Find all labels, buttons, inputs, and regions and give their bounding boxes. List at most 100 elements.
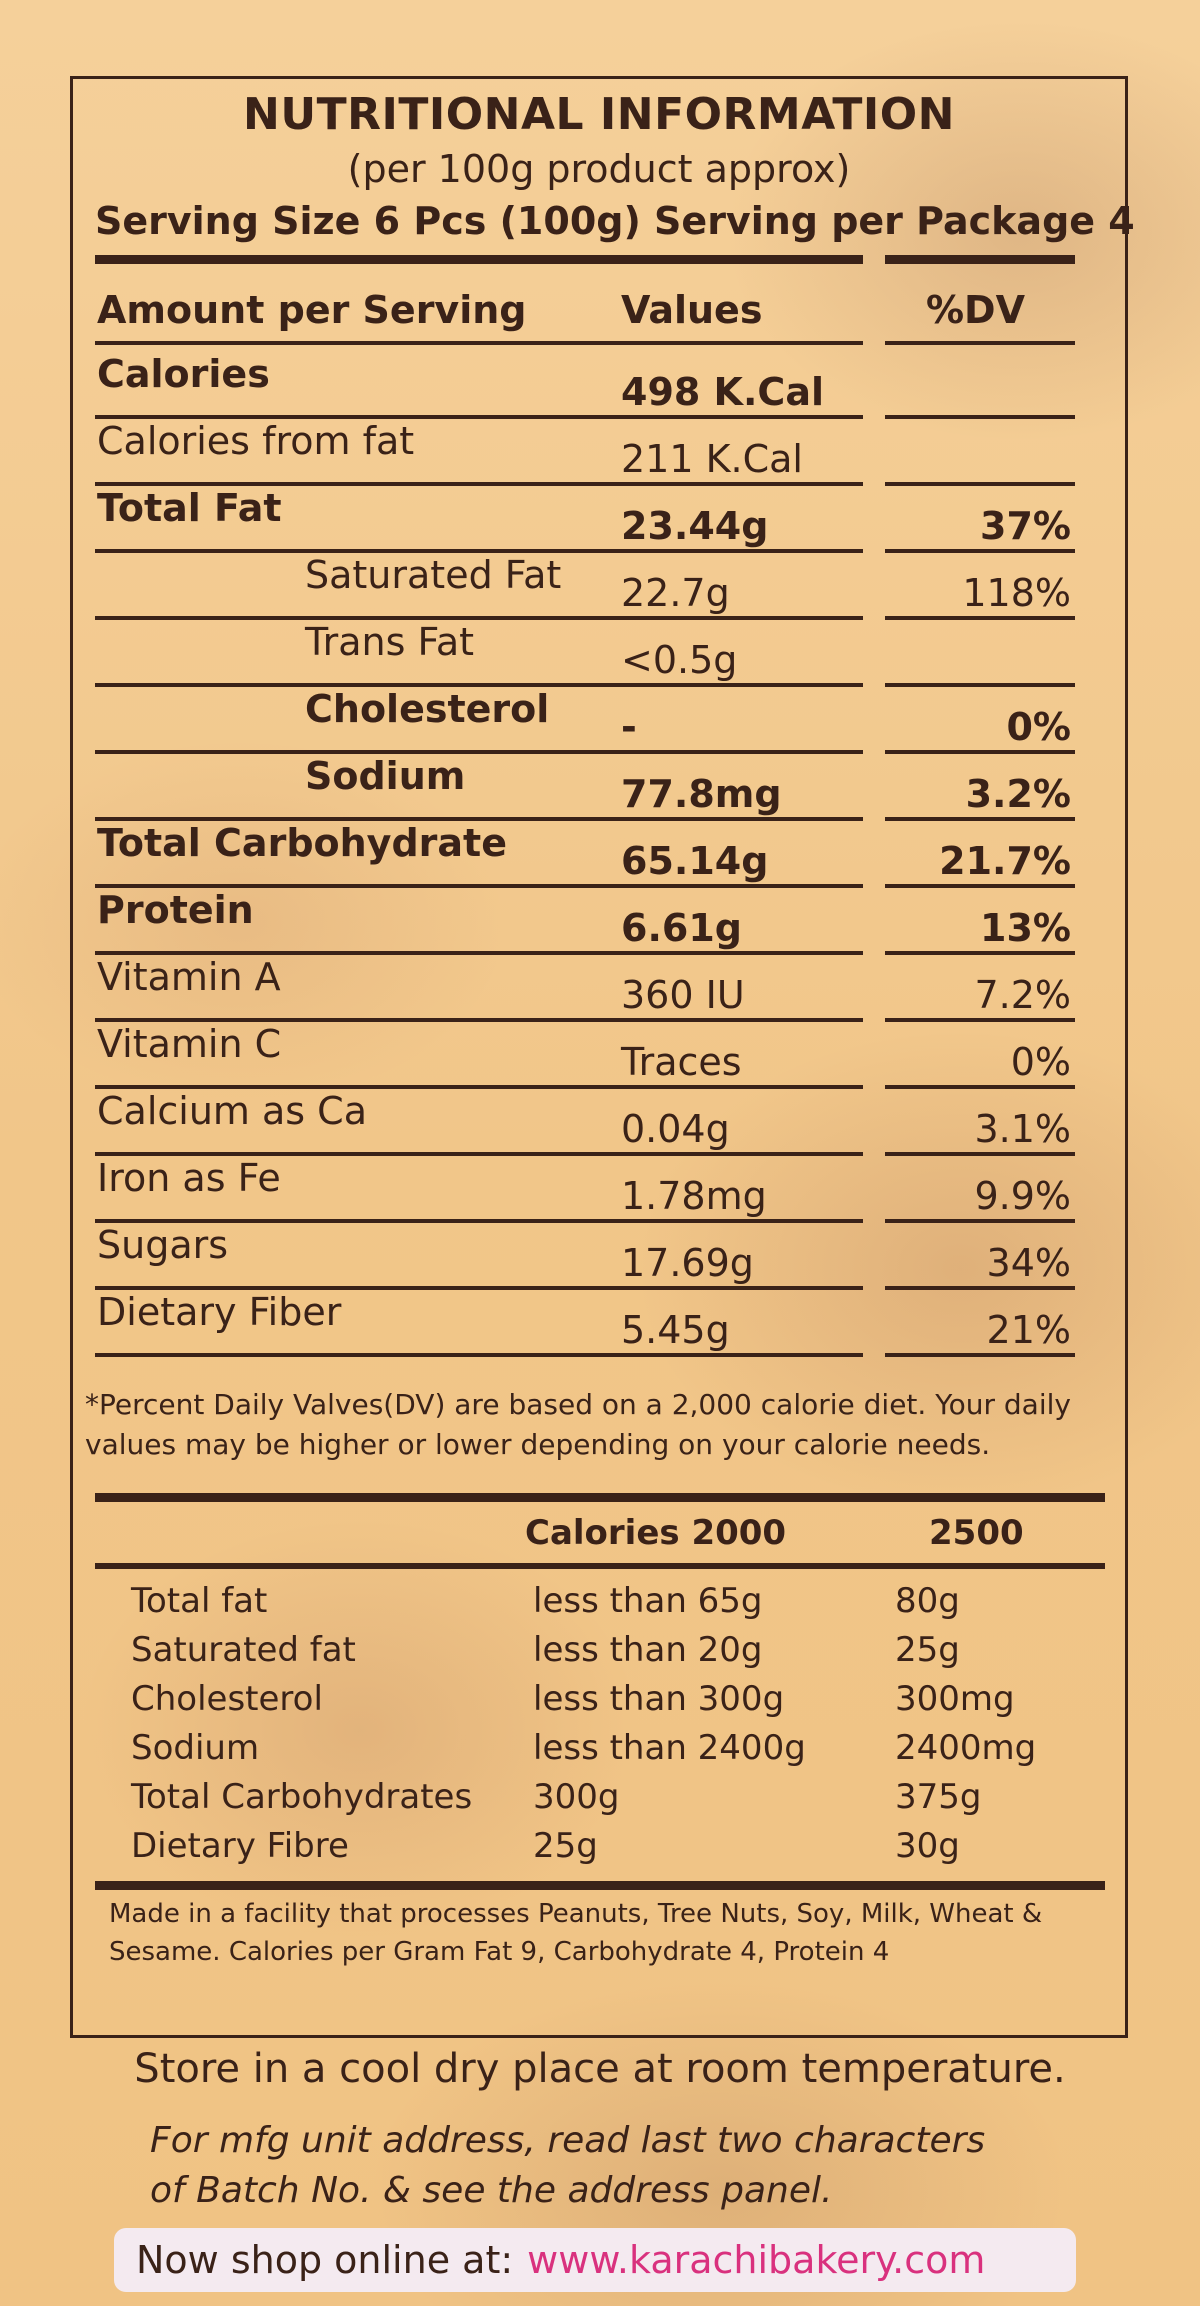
nutrient-value: 1.78mg <box>621 1174 767 1218</box>
mfg-line-2: of Batch No. & see the address panel. <box>150 2170 833 2211</box>
dv-column-divider <box>885 1085 1075 1089</box>
nutrient-value: 77.8mg <box>621 772 782 816</box>
nutrient-dv: 7.2% <box>974 973 1071 1017</box>
nutrient-row: Dietary Fiber 5.45g 21% <box>73 1293 1125 1353</box>
nutrient-name: Calories from fat <box>97 419 415 463</box>
nutrient-name: Cholesterol <box>305 687 550 731</box>
mfg-note: For mfg unit address, read last two char… <box>150 2116 985 2216</box>
nutrient-dv: 13% <box>980 906 1071 950</box>
nutrient-value: 498 K.Cal <box>621 370 824 414</box>
nutrient-dv: 3.1% <box>974 1107 1071 1151</box>
nutrient-value: Traces <box>621 1040 742 1084</box>
shop-url-link[interactable]: www.karachibakery.com <box>527 2238 986 2282</box>
nutrient-name: Vitamin A <box>97 955 281 999</box>
nutrient-name: Total Carbohydrate <box>97 821 507 865</box>
nutrient-name: Calories <box>97 352 270 396</box>
nutrient-name: Vitamin C <box>97 1022 282 1066</box>
nutrient-row: Saturated Fat 22.7g 118% <box>73 556 1125 616</box>
nutrient-dv: 3.2% <box>965 772 1071 816</box>
nutrient-row: Protein 6.61g 13% <box>73 891 1125 951</box>
dv-row-2000: 25g <box>533 1826 598 1866</box>
dv-row-name: Sodium <box>131 1728 260 1768</box>
row-divider <box>95 1085 863 1089</box>
nutrient-dv: 21% <box>986 1308 1071 1352</box>
nutrient-name: Iron as Fe <box>97 1156 281 1200</box>
divider-dv-table-top <box>95 1493 1105 1502</box>
dv-column-divider <box>885 1018 1075 1022</box>
dv-column-divider <box>885 341 1075 345</box>
column-header-row: Amount per Serving Values %DV <box>73 291 1125 351</box>
dv-row-2500: 375g <box>895 1777 982 1817</box>
row-divider <box>95 415 863 419</box>
row-divider <box>95 683 863 687</box>
dv-column-divider <box>885 817 1075 821</box>
dv-row-2500: 80g <box>895 1581 960 1621</box>
dv-table-row: Total Carbohydrates 300g 375g <box>73 1777 1125 1825</box>
dv-row-2000: less than 20g <box>533 1630 763 1670</box>
row-divider <box>95 884 863 888</box>
dv-column-divider <box>885 549 1075 553</box>
nutrient-value: 6.61g <box>621 906 742 950</box>
nutrient-row: Calories 498 K.Cal <box>73 355 1125 415</box>
serving-info: Serving Size 6 Pcs (100g) Serving per Pa… <box>95 199 1135 243</box>
divider-dv-table-head <box>95 1563 1105 1569</box>
nutrient-dv: 0% <box>1006 705 1071 749</box>
dv-table-header: Calories 2000 2500 <box>73 1513 1125 1563</box>
row-divider <box>95 750 863 754</box>
nutrient-name: Calcium as Ca <box>97 1089 367 1133</box>
dv-row-name: Total Carbohydrates <box>131 1777 473 1817</box>
nutrient-name: Sugars <box>97 1223 229 1267</box>
divider-serving-left <box>95 255 863 264</box>
panel-title: NUTRITIONAL INFORMATION <box>243 89 955 140</box>
row-divider <box>95 817 863 821</box>
row-divider <box>95 482 863 486</box>
nutrient-value: 17.69g <box>621 1241 754 1285</box>
nutrient-value: 23.44g <box>621 504 769 548</box>
nutrient-row: Cholesterol - 0% <box>73 690 1125 750</box>
nutrient-value: 211 K.Cal <box>621 437 803 481</box>
dv-column-divider <box>885 683 1075 687</box>
dv-row-2000: less than 300g <box>533 1679 785 1719</box>
dv-row-name: Saturated fat <box>131 1630 356 1670</box>
column-header-dv: %DV <box>925 288 1025 332</box>
nutrient-value: 0.04g <box>621 1107 730 1151</box>
column-header-values: Values <box>621 288 763 332</box>
allergen-note: Made in a facility that processes Peanut… <box>109 1899 1043 1967</box>
dv-row-2000: less than 65g <box>533 1581 763 1621</box>
nutrition-panel: NUTRITIONAL INFORMATION (per 100g produc… <box>70 76 1135 2038</box>
nutrient-row: Calcium as Ca 0.04g 3.1% <box>73 1092 1125 1152</box>
nutrient-row: Calories from fat 211 K.Cal <box>73 422 1125 482</box>
nutrient-row: Total Fat 23.44g 37% <box>73 489 1125 549</box>
dv-row-2000: less than 2400g <box>533 1728 806 1768</box>
dv-column-divider <box>885 1152 1075 1156</box>
storage-note: Store in a cool dry place at room temper… <box>134 2046 1066 2092</box>
nutrient-name: Total Fat <box>97 486 282 530</box>
dv-column-divider <box>885 482 1075 486</box>
nutrient-dv: 21.7% <box>939 839 1071 883</box>
nutrient-row: Total Carbohydrate 65.14g 21.7% <box>73 824 1125 884</box>
row-divider <box>95 616 863 620</box>
nutrient-row: Trans Fat <0.5g <box>73 623 1125 683</box>
dv-row-name: Dietary Fibre <box>131 1826 349 1866</box>
nutrient-dv: 9.9% <box>974 1174 1071 1218</box>
dv-column-divider <box>885 951 1075 955</box>
nutrient-dv: 0% <box>1010 1040 1071 1084</box>
nutrient-value: 360 IU <box>621 973 745 1017</box>
dv-row-2000: 300g <box>533 1777 620 1817</box>
row-divider <box>95 1286 863 1290</box>
nutrient-value: 22.7g <box>621 571 730 615</box>
row-divider <box>95 1219 863 1223</box>
shop-online-banner: Now shop online at: www.karachibakery.com <box>114 2228 1076 2292</box>
dv-column-divider <box>885 750 1075 754</box>
nutrient-row: Vitamin A 360 IU 7.2% <box>73 958 1125 1018</box>
dv-column-divider <box>885 616 1075 620</box>
dv-footnote: *Percent Daily Valves(DV) are based on a… <box>85 1388 1071 1461</box>
dv-row-2500: 30g <box>895 1826 960 1866</box>
dv-table-row: Saturated fat less than 20g 25g <box>73 1630 1125 1678</box>
dv-row-name: Cholesterol <box>131 1679 323 1719</box>
dv-column-divider <box>885 255 1075 264</box>
dv-row-2500: 300mg <box>895 1679 1015 1719</box>
divider-header <box>95 341 863 345</box>
dv-column-divider <box>885 884 1075 888</box>
dv-column-divider <box>885 1286 1075 1290</box>
